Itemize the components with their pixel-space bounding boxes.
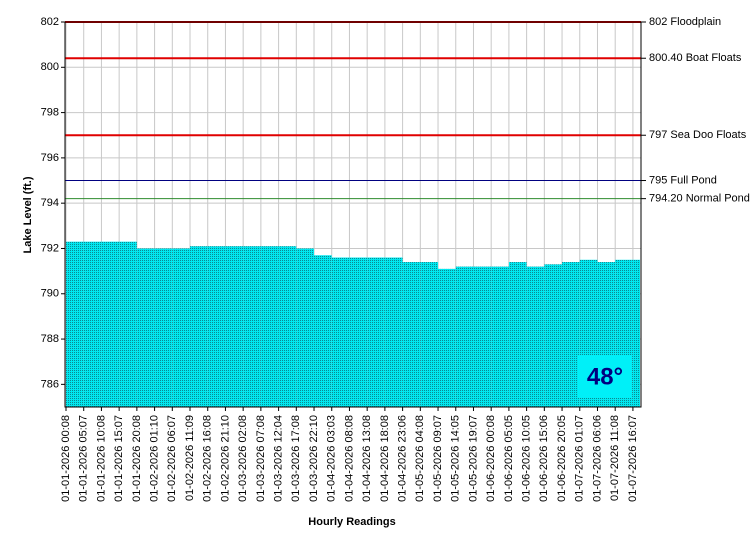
x-tick-label: 01-04-2026 18:08 [379, 415, 391, 502]
x-tick-label: 01-07-2026 06:06 [591, 415, 603, 502]
plot-frame [64, 21, 642, 408]
x-tick-label: 01-01-2026 15:07 [113, 415, 125, 502]
x-tick-label: 01-07-2026 01:07 [574, 415, 586, 502]
bar [367, 257, 385, 407]
x-tick-label: 01-04-2026 23:06 [397, 415, 409, 502]
x-tick-label: 01-01-2026 00:08 [60, 415, 72, 502]
x-tick-label: 01-05-2026 19:07 [467, 415, 479, 502]
reference-label: 802 Floodplain [649, 16, 721, 28]
bar [402, 262, 421, 407]
bar [83, 241, 102, 407]
bar [101, 241, 120, 407]
bar [420, 262, 439, 407]
x-tick-label: 01-06-2026 15:06 [538, 415, 550, 502]
annotation-box [578, 355, 632, 398]
x-tick-label: 01-05-2026 09:07 [432, 415, 444, 502]
bar [296, 248, 315, 407]
bar [207, 246, 226, 407]
x-tick-label: 01-01-2026 20:08 [131, 415, 143, 502]
bar [455, 266, 474, 407]
x-tick-label: 01-01-2026 10:08 [95, 415, 107, 502]
x-tick-label: 01-01-2026 05:07 [78, 415, 90, 502]
reference-label: 797 Sea Doo Floats [649, 129, 747, 141]
bar [136, 248, 155, 407]
reference-label: 795 Full Pond [649, 174, 717, 186]
bar [384, 257, 403, 407]
bar [349, 257, 368, 407]
bar [632, 259, 640, 407]
y-tick-label: 798 [41, 106, 59, 118]
x-tick-label: 01-03-2026 22:10 [308, 415, 320, 502]
x-tick-label: 01-06-2026 20:05 [556, 415, 568, 502]
x-tick-label: 01-06-2026 00:08 [485, 415, 497, 502]
x-tick-label: 01-06-2026 05:05 [503, 415, 515, 502]
bar [260, 246, 279, 407]
bar [508, 262, 527, 407]
x-tick-label: 01-05-2026 14:05 [450, 415, 462, 502]
x-tick-label: 01-02-2026 16:08 [202, 415, 214, 502]
bar [190, 246, 208, 407]
bar [491, 266, 509, 407]
x-tick-label: 01-03-2026 17:08 [290, 415, 302, 502]
y-tick-label: 788 [41, 333, 59, 345]
y-tick-label: 796 [41, 152, 59, 164]
x-tick-label: 01-04-2026 08:08 [343, 415, 355, 502]
bar [66, 241, 84, 407]
x-tick-label: 01-04-2026 13:08 [361, 415, 373, 502]
x-tick-label: 01-07-2026 16:07 [627, 415, 639, 502]
x-tick-label: 01-03-2026 12:04 [272, 415, 284, 502]
x-tick-label: 01-05-2026 04:08 [414, 415, 426, 502]
reference-label: 800.40 Boat Floats [649, 52, 742, 64]
bar [243, 246, 261, 407]
x-tick-label: 01-04-2026 03:03 [326, 415, 338, 502]
bar [438, 268, 456, 407]
bar [331, 257, 350, 407]
bar [278, 246, 297, 407]
bar [314, 255, 332, 407]
bar [154, 248, 173, 407]
x-tick-label: 01-02-2026 06:07 [166, 415, 178, 502]
x-axis-label: Hourly Readings [308, 516, 395, 528]
bar [473, 266, 492, 407]
annotation: 48° [587, 363, 623, 390]
y-tick-label: 794 [41, 197, 59, 209]
y-tick-label: 786 [41, 378, 59, 390]
bar [225, 246, 244, 407]
x-tick-label: 01-02-2026 11:09 [184, 415, 196, 501]
x-tick-label: 01-07-2026 11:08 [609, 415, 621, 501]
x-tick-label: 01-02-2026 01:10 [148, 415, 160, 502]
x-tick-label: 01-02-2026 21:10 [219, 415, 231, 502]
y-tick-label: 792 [41, 242, 59, 254]
y-tick-label: 802 [41, 16, 59, 28]
bar [526, 266, 545, 407]
y-axis-label: Lake Level (ft.) [22, 176, 34, 253]
bar [562, 262, 580, 407]
reference-label: 794.20 Normal Pond [649, 193, 750, 205]
bar [544, 264, 563, 407]
bar [172, 248, 191, 407]
y-tick-label: 790 [41, 288, 59, 300]
x-tick-label: 01-03-2026 07:08 [255, 415, 267, 502]
bar [119, 241, 137, 407]
y-tick-label: 800 [41, 61, 59, 73]
x-tick-label: 01-06-2026 10:05 [521, 415, 533, 502]
x-tick-label: 01-03-2026 02:08 [237, 415, 249, 502]
